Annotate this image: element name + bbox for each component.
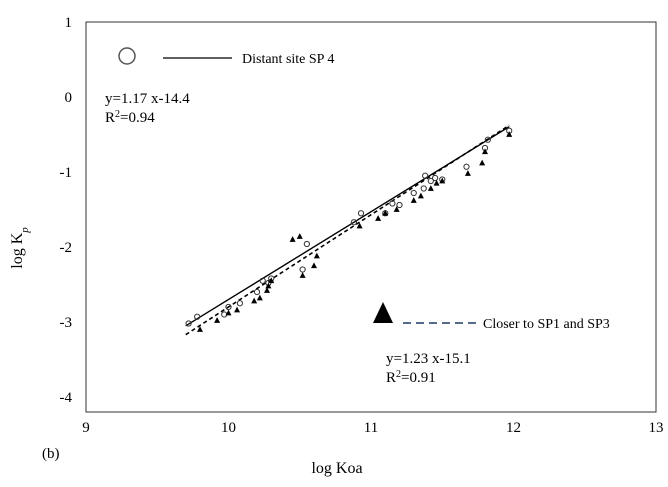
data-point-filled-triangle: [268, 277, 275, 284]
data-point-open-circle: [357, 210, 365, 217]
data-point-filled-triangle: [439, 177, 446, 184]
data-point-open-circle: [185, 320, 192, 327]
data-point-filled-triangle: [263, 287, 270, 293]
data-point-filled-triangle: [313, 252, 320, 259]
data-point-filled-triangle: [256, 294, 263, 301]
r2-prefix: R: [105, 110, 115, 126]
y-tick-label: -2: [60, 240, 73, 256]
data-points: [185, 127, 513, 332]
data-point-filled-triangle: [506, 131, 513, 137]
data-point-filled-triangle: [375, 215, 382, 221]
r2-value: =0.91: [401, 370, 436, 386]
data-point-open-circle: [299, 266, 306, 273]
legend-label-distant-site: Distant site SP 4: [242, 52, 334, 67]
r2-superscript: 2: [115, 109, 120, 120]
fit-line-distant-site: [185, 126, 510, 327]
x-axis-title: log Koa: [311, 460, 362, 477]
x-tick-label: 12: [506, 420, 521, 436]
data-point-filled-triangle: [433, 179, 440, 186]
data-point-open-circle: [350, 219, 357, 226]
y-axis-ticks: 1 0 -1 -2 -3 -4: [60, 15, 73, 406]
x-tick-label: 13: [649, 420, 664, 436]
r-squared-closer-sites: R2=0.91: [386, 369, 436, 387]
data-point-filled-triangle: [234, 306, 241, 313]
data-point-open-circle: [253, 288, 261, 296]
data-point-filled-triangle: [311, 262, 317, 269]
data-point-open-circle: [194, 313, 201, 320]
y-axis-title: log Kp: [9, 227, 31, 269]
data-point-open-circle: [259, 277, 266, 284]
data-point-open-circle: [422, 172, 429, 179]
x-tick-label: 9: [82, 420, 90, 436]
equation-closer-sites: y=1.23 x-15.1: [386, 351, 471, 367]
legend-label-closer-sites: Closer to SP1 and SP3: [483, 317, 610, 332]
r2-value: =0.94: [120, 110, 155, 126]
x-tick-label: 10: [221, 420, 236, 436]
data-point-open-circle: [236, 300, 243, 307]
data-point-filled-triangle: [225, 309, 232, 316]
y-tick-label: 0: [65, 90, 73, 106]
y-axis-title-subscript: p: [19, 227, 31, 234]
plot-area-frame: [85, 21, 657, 413]
data-point-filled-triangle: [214, 317, 221, 323]
data-point-filled-triangle: [265, 282, 272, 289]
data-point-filled-triangle: [251, 297, 258, 304]
fit-line-closer-sites: [185, 124, 510, 336]
y-tick-label: -4: [60, 390, 73, 406]
data-point-filled-triangle: [417, 192, 424, 199]
r-squared-distant-site: R2=0.94: [105, 109, 155, 127]
data-point-filled-triangle: [296, 233, 303, 239]
data-point-open-circle: [427, 177, 434, 185]
y-tick-label: -3: [60, 315, 73, 331]
data-point-filled-triangle: [197, 326, 203, 332]
data-point-open-circle: [432, 174, 439, 182]
data-point-filled-triangle: [427, 185, 434, 191]
data-point-filled-triangle: [464, 170, 471, 176]
data-point-open-circle: [303, 240, 310, 248]
x-axis-ticks: 9 10 11 12 13: [82, 420, 663, 436]
r2-prefix: R: [386, 370, 396, 386]
data-point-filled-triangle: [393, 206, 400, 212]
data-point-filled-triangle: [410, 197, 417, 203]
y-tick-label: 1: [65, 15, 73, 31]
data-point-open-circle: [396, 201, 403, 209]
y-tick-label: -1: [60, 165, 73, 181]
data-point-filled-triangle: [382, 209, 389, 216]
legend-marker-filled-triangle: [373, 302, 393, 323]
equation-distant-site: y=1.17 x-14.4: [105, 91, 190, 107]
x-tick-label: 11: [364, 420, 378, 436]
data-point-filled-triangle: [482, 148, 488, 155]
data-point-filled-triangle: [356, 222, 363, 229]
data-point-filled-triangle: [299, 272, 306, 278]
data-point-open-circle: [484, 136, 491, 143]
data-point-open-circle: [463, 163, 470, 170]
data-point-filled-triangle: [289, 236, 296, 242]
data-point-open-circle: [420, 185, 427, 192]
panel-label: (b): [42, 446, 60, 462]
y-axis-title-main: log K: [9, 232, 26, 268]
data-point-filled-triangle: [479, 159, 486, 166]
data-point-open-circle: [410, 189, 417, 197]
data-point-open-circle: [389, 200, 396, 207]
legend-marker-open-circle: [118, 47, 136, 65]
r2-superscript: 2: [396, 369, 401, 380]
